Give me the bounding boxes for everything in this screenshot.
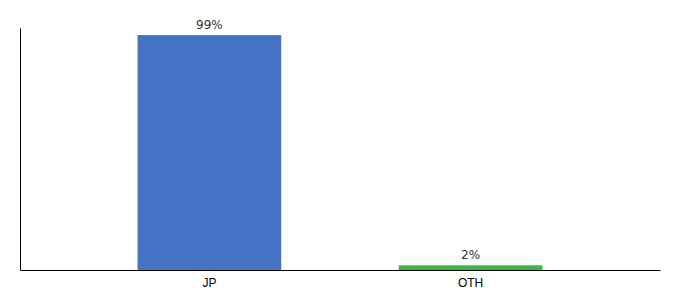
chart-svg: 99% 2% JP OTH (0, 0, 680, 300)
x-axis-line (21, 270, 661, 271)
y-axis-line (20, 29, 21, 271)
bar (138, 35, 282, 270)
x-tick: JP (202, 276, 216, 290)
y-axis (20, 29, 21, 271)
bar (399, 265, 543, 270)
plot-area: 99% 2% JP OTH (21, 18, 661, 289)
x-tick: OTH (458, 276, 483, 290)
data-label: 99% (196, 18, 223, 32)
x-tick-label: OTH (458, 276, 483, 290)
x-tick-label: JP (202, 276, 216, 290)
bars (138, 35, 543, 270)
data-labels: 99% 2% (196, 18, 480, 262)
chart-container: 99% 2% JP OTH (0, 0, 680, 300)
data-label: 2% (461, 248, 480, 262)
x-axis: JP OTH (21, 271, 661, 290)
